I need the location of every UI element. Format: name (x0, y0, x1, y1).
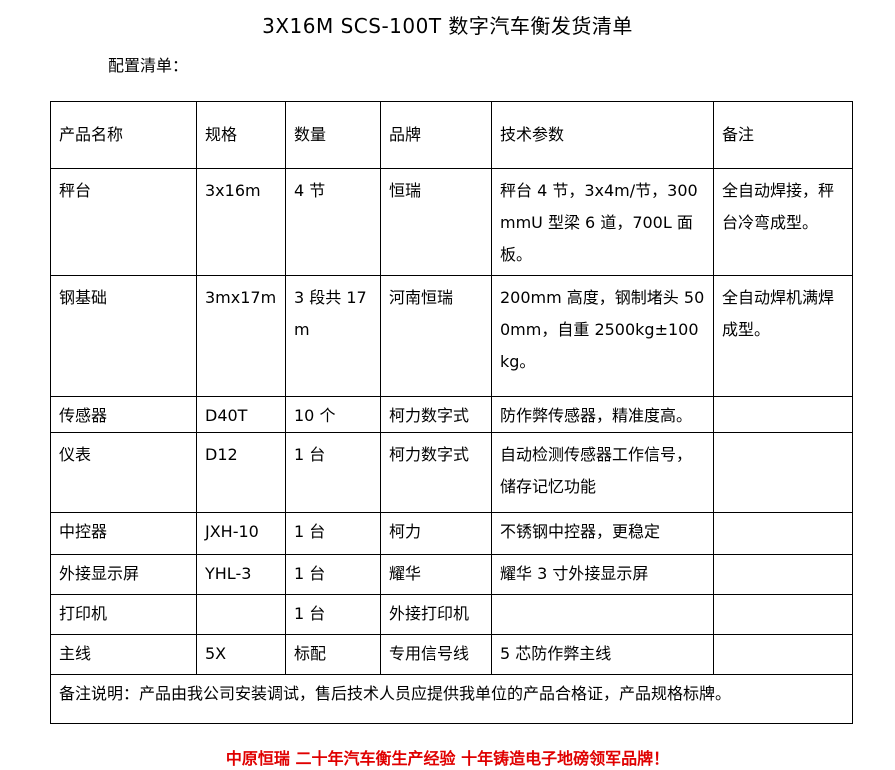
content-flow: 产品名称 规格 数量 品牌 技术参数 备注 秤台 3x16m 4 节恒瑞 秤台 4 节，3x4m/… (50, 101, 853, 770)
table-row: 仪表 D12 1 台柯力数字式 自动检测传感器工作信号，储存记忆功能 (50, 432, 853, 513)
cell-remark: 全自动焊接，秤台冷弯成型。 (713, 168, 853, 276)
cell-remark (713, 432, 853, 513)
config-list-label: 配置清单： (108, 56, 189, 75)
cell-brand: 专用信号线 (380, 634, 492, 675)
cell-spec: 3mx17m (196, 275, 286, 397)
cell-name: 主线 (50, 634, 197, 675)
cell-brand: 柯力数字式 (380, 432, 492, 513)
table-row: 秤台 3x16m 4 节恒瑞 秤台 4 节，3x4m/节，300mmU 型梁 6 道，… (50, 168, 853, 276)
cell-tech: 5 芯防作弊主线 (491, 634, 714, 675)
cell-remark (713, 396, 853, 433)
cell-spec (196, 594, 286, 635)
cell-qty: 1 台 (285, 512, 381, 555)
cell-name: 产品名称 (50, 101, 197, 169)
cell-tech: 200mm 高度，钢制堵头 500mm，自重 2500kg±100kg。 (491, 275, 714, 397)
cell-name: 秤台 (50, 168, 197, 276)
cell-remark: 备注 (713, 101, 853, 169)
table-row: 中控器 JXH-10 1 台柯力 不锈钢中控器，更稳定 (50, 512, 853, 555)
cell-remark: 全自动焊机满焊成型。 (713, 275, 853, 397)
cell-qty: 1 台 (285, 594, 381, 635)
note-cell: 备注说明：产品由我公司安装调试，售后技术人员应提供我单位的产品合格证，产品规格标… (50, 674, 853, 724)
cell-spec: D12 (196, 432, 286, 513)
cell-name: 仪表 (50, 432, 197, 513)
shipping-list-table: 产品名称 规格 数量 品牌 技术参数 备注 秤台 3x16m 4 节恒瑞 秤台 4 节，3x4m/… (50, 101, 853, 724)
cell-brand: 河南恒瑞 (380, 275, 492, 397)
cell-spec: JXH-10 (196, 512, 286, 555)
cell-brand: 柯力数字式 (380, 396, 492, 433)
note-row: 备注说明：产品由我公司安装调试，售后技术人员应提供我单位的产品合格证，产品规格标… (50, 674, 853, 724)
cell-qty: 标配 (285, 634, 381, 675)
cell-qty: 10 个 (285, 396, 381, 433)
cell-qty: 1 台 (285, 554, 381, 595)
cell-qty: 3 段共 17m (285, 275, 381, 397)
cell-tech: 防作弊传感器，精准度高。 (491, 396, 714, 433)
cell-remark (713, 512, 853, 555)
document-title: 3X16M SCS-100T 数字汽车衡发货清单 (262, 14, 633, 38)
cell-name: 打印机 (50, 594, 197, 635)
cell-qty: 数量 (285, 101, 381, 169)
cell-remark (713, 554, 853, 595)
cell-brand: 外接打印机 (380, 594, 492, 635)
cell-brand: 耀华 (380, 554, 492, 595)
table-row: 传感器 D40T 10 个柯力数字式 防作弊传感器，精准度高。 (50, 396, 853, 433)
footer-slogan: 中原恒瑞 二十年汽车衡生产经验 十年铸造电子地磅领军品牌！ (225, 749, 670, 768)
cell-tech: 秤台 4 节，3x4m/节，300mmU 型梁 6 道，700L 面板。 (491, 168, 714, 276)
cell-tech: 技术参数 (491, 101, 714, 169)
cell-name: 钢基础 (50, 275, 197, 397)
cell-remark (713, 594, 853, 635)
cell-remark (713, 634, 853, 675)
table-row: 主线 5X 标配 专用信号线 5 芯防作弊主线 (50, 634, 853, 675)
cell-name: 中控器 (50, 512, 197, 555)
cell-tech: 耀华 3 寸外接显示屏 (491, 554, 714, 595)
cell-qty: 1 台 (285, 432, 381, 513)
cell-spec: 5X (196, 634, 286, 675)
cell-qty: 4 节 (285, 168, 381, 276)
cell-brand: 恒瑞 (380, 168, 492, 276)
cell-tech: 不锈钢中控器，更稳定 (491, 512, 714, 555)
cell-spec: 3x16m (196, 168, 286, 276)
header-row: 产品名称 规格 数量 品牌 技术参数 备注 (50, 101, 853, 169)
table-row: 钢基础 3mx17m 3 段共 17m 河南恒瑞 200mm 高度，钢制堵头 500mm… (50, 275, 853, 397)
cell-name: 传感器 (50, 396, 197, 433)
table-row: 打印机 1 台外接打印机 (50, 594, 853, 635)
cell-spec: YHL-3 (196, 554, 286, 595)
cell-brand: 品牌 (380, 101, 492, 169)
cell-brand: 柯力 (380, 512, 492, 555)
cell-name: 外接显示屏 (50, 554, 197, 595)
cell-spec: 规格 (196, 101, 286, 169)
cell-tech: 自动检测传感器工作信号，储存记忆功能 (491, 432, 714, 513)
cell-spec: D40T (196, 396, 286, 433)
table-row: 外接显示屏 YHL-3 1 台耀华 耀华 3 寸外接显示屏 (50, 554, 853, 595)
cell-tech (491, 594, 714, 635)
